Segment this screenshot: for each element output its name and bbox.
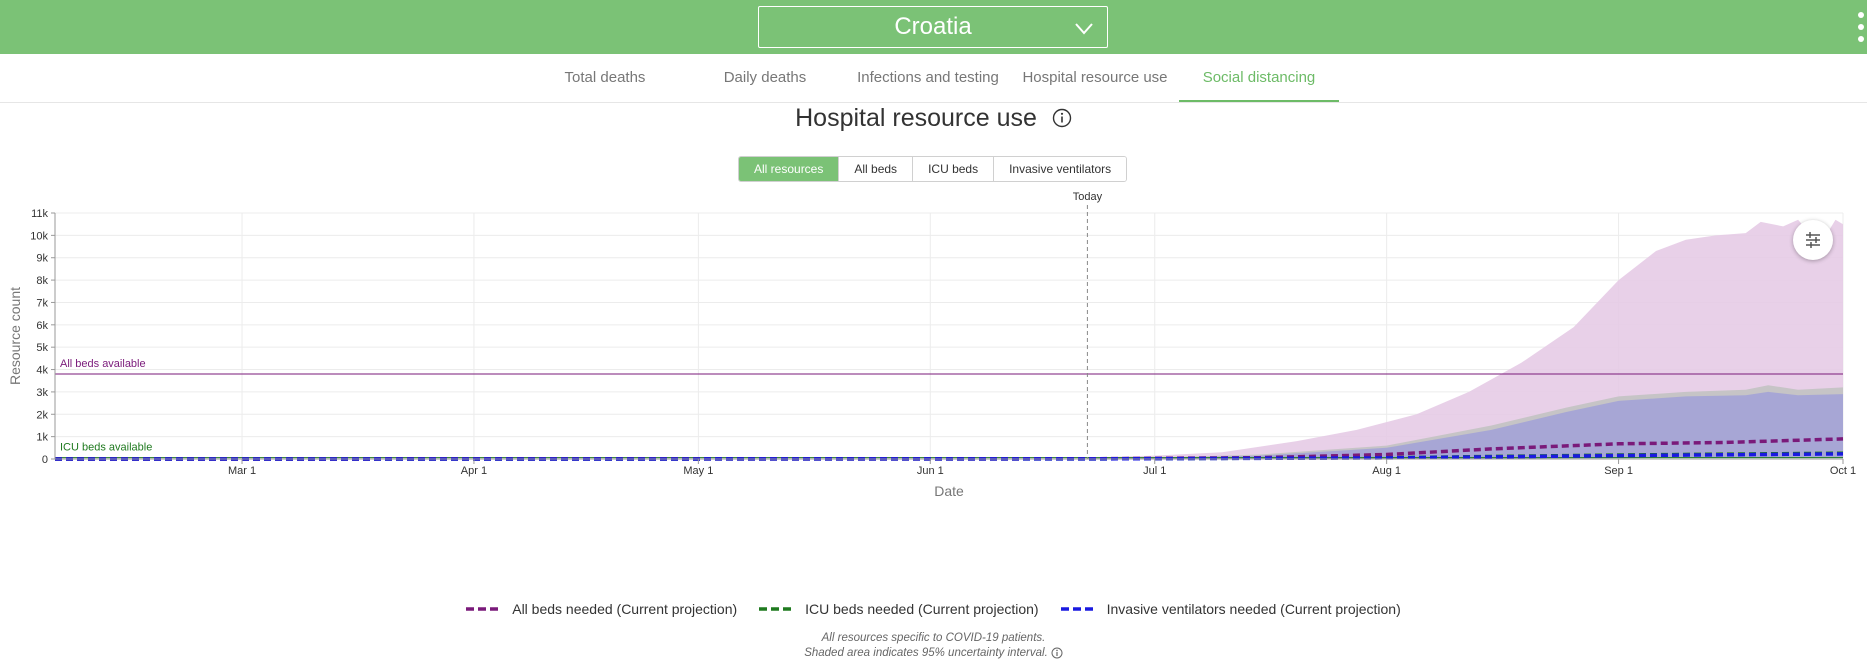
legend-item-icu-beds[interactable]: ICU beds needed (Current projection) bbox=[759, 599, 1039, 619]
y-tick-label: 6k bbox=[36, 320, 48, 332]
legend-item-all-beds[interactable]: All beds needed (Current projection) bbox=[466, 599, 737, 619]
country-select-label: Croatia bbox=[894, 13, 972, 40]
chart-title-text: Hospital resource use bbox=[795, 104, 1037, 133]
x-tick-label: Apr 1 bbox=[461, 465, 487, 477]
y-axis-title: Resource count bbox=[7, 287, 23, 385]
legend-swatch-icu-beds bbox=[759, 607, 792, 611]
tab-social-distancing[interactable]: Social distancing bbox=[1179, 54, 1339, 102]
filter-icu-beds-button[interactable]: ICU beds bbox=[912, 157, 994, 181]
top-bar: Croatia bbox=[0, 0, 1867, 54]
filter-invasive-ventilators-button[interactable]: Invasive ventilators bbox=[993, 157, 1127, 181]
legend: All beds needed (Current projection) ICU… bbox=[0, 599, 1867, 619]
sliders-icon bbox=[1806, 232, 1820, 248]
filter-all-resources-button[interactable]: All resources bbox=[739, 157, 839, 181]
chevron-down-icon bbox=[1075, 23, 1093, 35]
all-beds-available-line-label: All beds available bbox=[60, 358, 146, 370]
x-tick-label: Sep 1 bbox=[1604, 465, 1633, 477]
info-icon[interactable] bbox=[1051, 647, 1063, 659]
chart-title: Hospital resource use bbox=[0, 103, 1867, 132]
tab-hospital-resource-use[interactable]: Hospital resource use bbox=[1022, 69, 1168, 86]
y-tick-label: 1k bbox=[36, 432, 48, 444]
today-label: Today bbox=[1073, 191, 1103, 203]
y-tick-label: 8k bbox=[36, 275, 48, 287]
legend-label: Invasive ventilators needed (Current pro… bbox=[1106, 601, 1401, 617]
footnote-line-2: Shaded area indicates 95% uncertainty in… bbox=[0, 646, 1867, 661]
axes: 0 1k 2k 3k 4k 5k 6k 7k 8k 9k 10k 11k Mar 1 Apr 1 May 1… bbox=[7, 208, 1856, 499]
tab-infections-testing[interactable]: Infections and testing bbox=[857, 69, 999, 86]
legend-label: All beds needed (Current projection) bbox=[512, 601, 738, 617]
country-select[interactable]: Croatia bbox=[758, 6, 1108, 48]
y-tick-label: 7k bbox=[36, 297, 48, 309]
legend-swatch-all-beds bbox=[466, 607, 499, 611]
icu-beds-available-line-label: ICU beds available bbox=[60, 442, 152, 454]
resource-filter: All resources All beds ICU beds Invasive… bbox=[738, 156, 1128, 182]
legend-swatch-ventilators bbox=[1060, 607, 1093, 611]
y-tick-label: 11k bbox=[31, 208, 48, 220]
uncertainty-bands bbox=[1087, 219, 1843, 459]
y-tick-label: 10k bbox=[30, 230, 48, 242]
footnote-line-1: All resources specific to COVID-19 patie… bbox=[821, 632, 1046, 644]
legend-label: ICU beds needed (Current projection) bbox=[805, 601, 1039, 617]
footnote-line-2-text: Shaded area indicates 95% uncertainty in… bbox=[804, 647, 1048, 659]
x-tick-label: Oct 1 bbox=[1830, 465, 1856, 477]
x-tick-label: Jun 1 bbox=[917, 465, 944, 477]
y-tick-label: 4k bbox=[36, 365, 48, 377]
tab-bar: Total deaths Daily deaths Infections and… bbox=[0, 54, 1867, 103]
y-tick-label: 0 bbox=[42, 454, 48, 466]
y-tick-label: 2k bbox=[36, 409, 48, 421]
today-marker: Today bbox=[1073, 191, 1103, 459]
info-icon[interactable] bbox=[1052, 108, 1072, 128]
footnote: All resources specific to COVID-19 patie… bbox=[0, 631, 1867, 661]
y-tick-label: 5k bbox=[36, 342, 48, 354]
tab-daily-deaths[interactable]: Daily deaths bbox=[723, 69, 807, 86]
filter-all-beds-button[interactable]: All beds bbox=[838, 157, 913, 181]
y-tick-label: 9k bbox=[36, 253, 48, 265]
y-tick-label: 3k bbox=[36, 387, 48, 399]
legend-item-ventilators[interactable]: Invasive ventilators needed (Current pro… bbox=[1060, 599, 1401, 619]
x-tick-label: Mar 1 bbox=[228, 465, 256, 477]
x-tick-label: May 1 bbox=[683, 465, 713, 477]
chart-settings-button[interactable] bbox=[1793, 220, 1833, 260]
x-tick-label: Aug 1 bbox=[1372, 465, 1401, 477]
x-tick-label: Jul 1 bbox=[1143, 465, 1166, 477]
more-options-icon[interactable] bbox=[1856, 12, 1866, 42]
x-axis-title: Date bbox=[934, 483, 964, 499]
tab-total-deaths[interactable]: Total deaths bbox=[564, 69, 646, 86]
chart: All beds available ICU beds available Tod… bbox=[7, 191, 1856, 499]
